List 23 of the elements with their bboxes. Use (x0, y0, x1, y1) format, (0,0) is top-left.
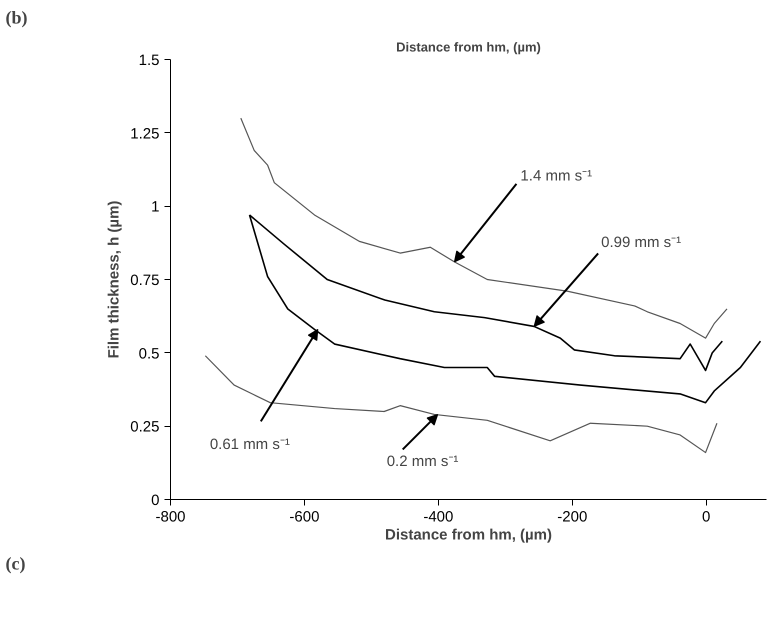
x-tick-label: -400 (423, 508, 454, 526)
y-tick-label: 1.25 (130, 125, 160, 142)
y-tick-label: 1.5 (138, 52, 160, 69)
annotation: 0.2 mm s⁻¹ (386, 452, 458, 470)
y-tick-label: 0.5 (138, 345, 160, 362)
x-tick-label: -800 (155, 508, 186, 526)
y-tick-label: 0 (151, 492, 160, 509)
x-axis-title: Distance from hm, (µm) (385, 526, 552, 544)
y-axis-title: Film thickness, h (µm) (105, 200, 122, 358)
line-series (204, 355, 718, 454)
text: Distance from hm, (µm) (396, 40, 541, 54)
annotation: 0.99 mm s⁻¹ (601, 234, 682, 251)
x-tick-label: -600 (289, 508, 320, 526)
y-tick-label: 0.25 (130, 418, 160, 436)
annotation: 1.4 mm s⁻¹ (520, 167, 592, 184)
line-series (240, 118, 728, 339)
text: (b) (6, 8, 28, 28)
y-tick-label: 0.75 (130, 272, 160, 289)
text: (c) (6, 554, 26, 574)
x-tick-label: -200 (557, 508, 588, 526)
annotation: 0.61 mm s⁻¹ (210, 436, 290, 453)
x-tick-label: 0 (702, 508, 710, 526)
y-tick-label: 1 (151, 198, 160, 216)
